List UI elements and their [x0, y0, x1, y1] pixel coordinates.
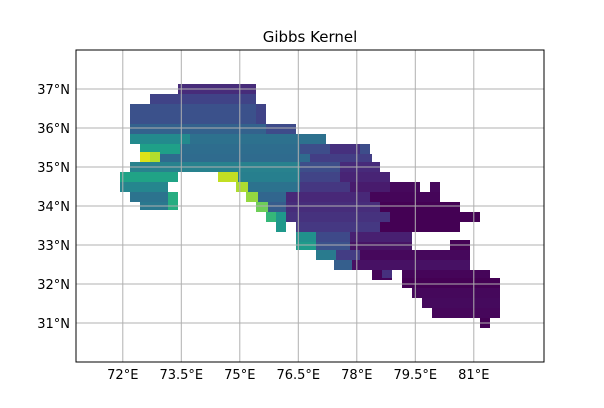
region-arc1: [218, 172, 238, 182]
lon-tick-label: 76.5°E: [276, 368, 320, 383]
region-south3-teal: [316, 250, 336, 260]
map-frame: [75, 49, 545, 363]
lon-tick-label: 75°E: [224, 368, 255, 383]
region-arc6: [276, 212, 286, 232]
gap-bay4: [246, 202, 256, 212]
region-east-notch1: [430, 182, 440, 192]
region-mid2-right: [310, 154, 372, 164]
gap-bay-west: [120, 192, 130, 210]
lon-tick-label: 78°E: [341, 368, 372, 383]
gap-bay3: [236, 192, 246, 212]
region-north: [130, 104, 256, 124]
lat-tick-label: 31°N: [37, 317, 70, 332]
region-east3-dark: [380, 202, 460, 212]
region-arc3: [246, 192, 258, 202]
gap-bay2: [218, 182, 236, 212]
gridlines: [76, 50, 544, 362]
gap-south-notch: [392, 270, 402, 280]
latitude-tick-labels: 31°N 32°N 33°N 34°N 35°N 36°N 37°N: [37, 83, 70, 332]
region-south2-dark: [350, 242, 412, 250]
region-east5: [296, 222, 460, 232]
region-arc4: [256, 202, 268, 212]
region-mid2: [140, 154, 372, 164]
gap-south-left: [296, 250, 316, 270]
region-south4-blue: [334, 260, 352, 270]
region-west-lobe2: [120, 182, 168, 192]
region-east-dark: [350, 182, 422, 192]
gap-south-left2: [316, 260, 334, 270]
heatmap-cells: [120, 84, 500, 328]
region-south5-notch: [382, 270, 392, 278]
region-mid-right-dark: [330, 144, 360, 154]
region-mid-left: [130, 134, 326, 144]
lat-tick-label: 35°N: [37, 161, 70, 176]
region-north-wide: [130, 124, 296, 134]
region-north-upper-right: [256, 104, 266, 124]
region-south9: [432, 308, 500, 318]
region-south4: [334, 260, 470, 270]
lat-tick-label: 37°N: [37, 83, 70, 98]
region-south2-teal: [296, 242, 316, 250]
gap-east-right2: [460, 202, 480, 212]
lat-tick-label: 34°N: [37, 200, 70, 215]
region-east-top-right1: [390, 182, 422, 192]
region-arc-fill2: [248, 182, 300, 192]
region-west-lobe: [120, 172, 178, 182]
region-mid-left-teal: [130, 134, 190, 144]
region-east5-dark: [380, 222, 460, 232]
lat-tick-label: 36°N: [37, 122, 70, 137]
region-south1-dark: [350, 232, 412, 242]
region-arc-fill3: [258, 192, 300, 202]
region-arc5: [266, 212, 276, 222]
map-area: [75, 49, 545, 363]
gap-east-lake: [412, 232, 450, 250]
region-south5: [372, 270, 490, 280]
region-west-lobe-bright: [168, 192, 178, 210]
region-east2-dark: [370, 192, 440, 202]
region-west-lobe3: [130, 192, 168, 202]
region-east4: [286, 212, 480, 222]
map-title: Gibbs Kernel: [263, 28, 358, 46]
region-east3: [286, 202, 460, 212]
region-arc-fill4: [268, 202, 300, 212]
region-south7: [412, 288, 500, 298]
gap-east-right: [440, 182, 480, 192]
lon-tick-label: 79.5°E: [393, 368, 437, 383]
region-east-upper-dark: [340, 172, 390, 182]
region-south1-teal: [296, 232, 316, 242]
region-bright-spot2: [150, 152, 160, 162]
region-south6: [402, 278, 500, 288]
lat-tick-label: 33°N: [37, 239, 70, 254]
longitude-tick-labels: 72°E 73.5°E 75°E 76.5°E 78°E 79.5°E 81°E: [107, 368, 489, 383]
region-north-wide-right: [266, 124, 296, 134]
lon-tick-label: 73.5°E: [159, 368, 203, 383]
lon-tick-label: 81°E: [458, 368, 489, 383]
lat-tick-label: 32°N: [37, 278, 70, 293]
region-bright-spot: [140, 152, 150, 162]
region-south8: [422, 298, 500, 308]
region-arc2: [236, 182, 248, 192]
gap-east-notch: [420, 182, 430, 192]
region-mid-teal: [140, 144, 180, 154]
region-north-upper: [150, 94, 256, 104]
region-east2: [286, 192, 440, 202]
region-east4-dark: [390, 212, 480, 222]
lon-tick-label: 72°E: [107, 368, 138, 383]
gap-bay: [178, 172, 218, 212]
region-mid: [140, 144, 350, 154]
region-arc-fill: [238, 172, 300, 182]
